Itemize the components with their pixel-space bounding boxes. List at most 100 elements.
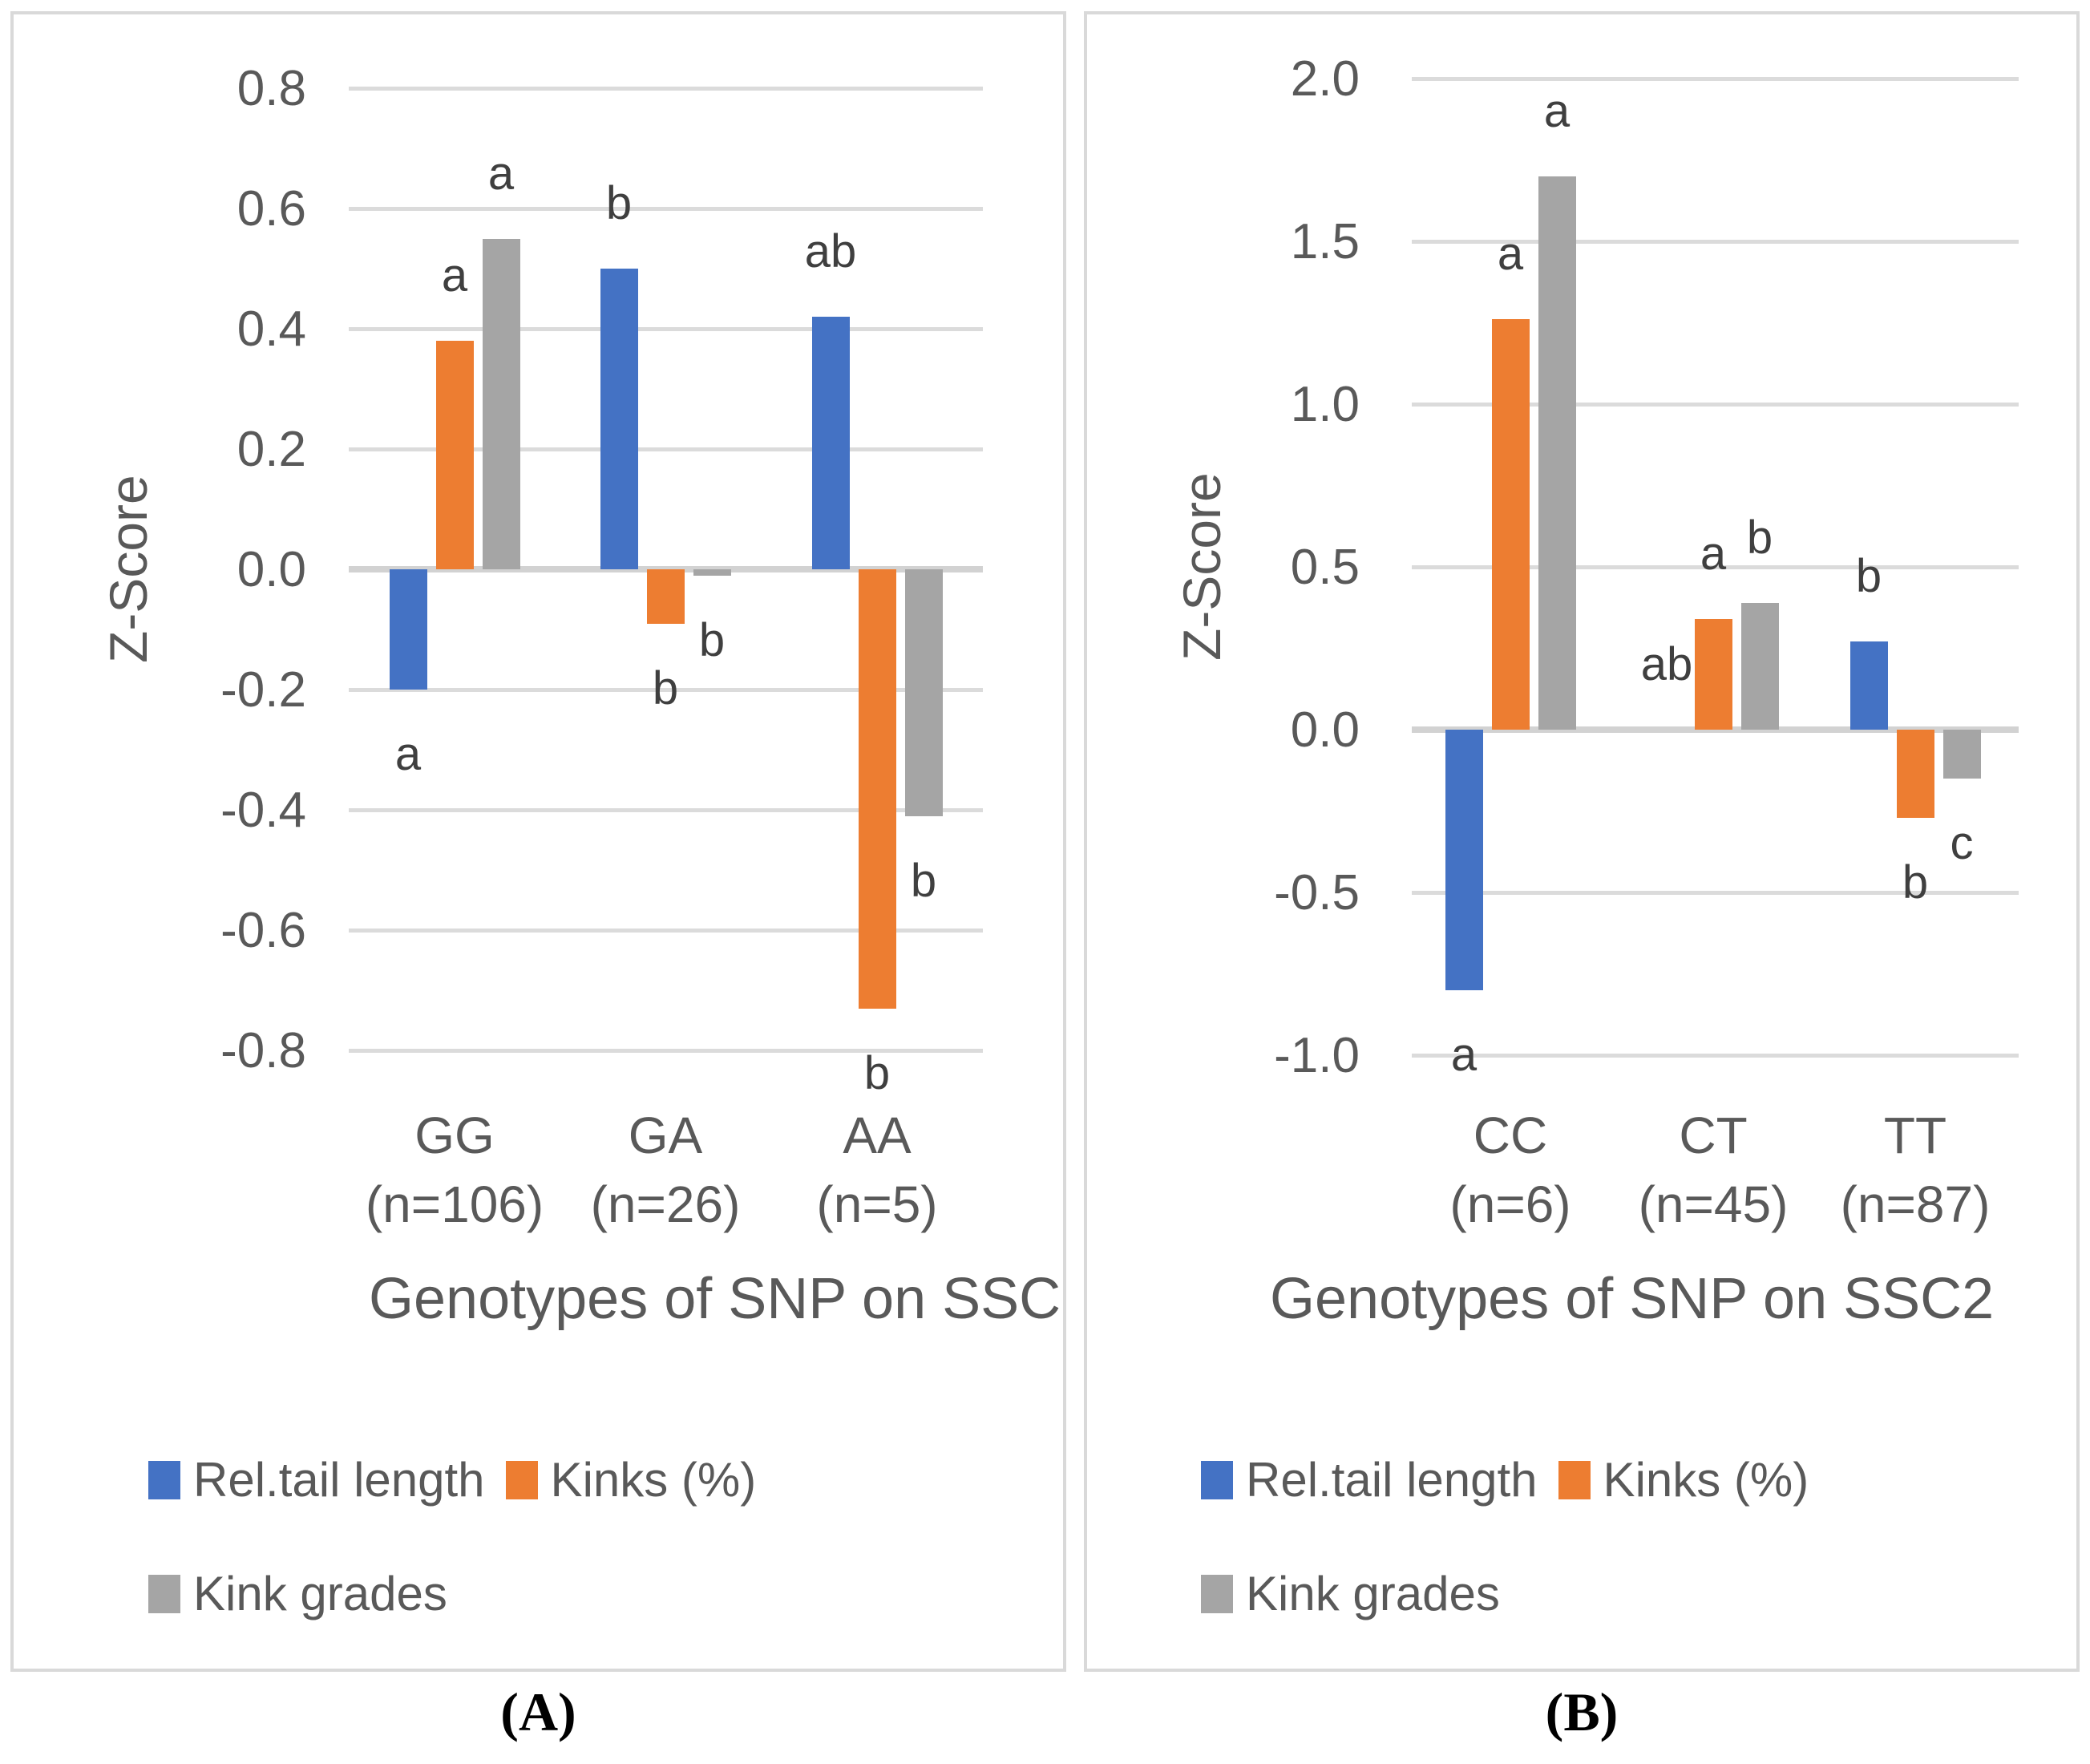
sample-size-label: (n=87): [1840, 1175, 1991, 1233]
significance-letter: a: [1497, 228, 1524, 281]
zero-gridline: [1412, 726, 2019, 733]
y-axis-title: Z-Score: [99, 475, 158, 664]
y-axis-tick-label: 2.0: [1290, 51, 1360, 107]
legend-item: Kink grades: [148, 1570, 447, 1618]
gridline: [1412, 403, 2019, 407]
y-axis-tick-label: 0.0: [1290, 702, 1360, 758]
legend-swatch-orange: [1558, 1461, 1591, 1499]
significance-letter: c: [1950, 816, 1974, 869]
gridline: [1412, 1054, 2019, 1058]
category-label: CT: [1679, 1107, 1748, 1164]
legend-swatch-orange: [505, 1461, 538, 1499]
bar-rel-tail-length: [600, 269, 638, 569]
significance-letter: a: [487, 147, 515, 200]
legend-item: Kinks (%): [1558, 1456, 1809, 1504]
legend-item: Rel.tail length: [1201, 1456, 1538, 1504]
bar-kink-grades: [482, 238, 520, 569]
legend-label: Rel.tail length: [1246, 1453, 1538, 1507]
bar-rel-tail-length: [389, 569, 427, 690]
y-axis-tick-label: -1.0: [1274, 1028, 1360, 1083]
y-axis-tick-label: -0.5: [1274, 865, 1360, 920]
legend-item: Kinks (%): [505, 1453, 757, 1507]
bar-kinks: [1694, 618, 1732, 730]
chart-panel-b: 2.0 1.5 1.0 0.5 0.0 -0.5 -1.0 a ab b a a b a b c CC (n=6)…: [1084, 11, 2080, 1672]
gridline: [1412, 565, 2019, 569]
y-axis-tick-label: 1.5: [1290, 214, 1360, 269]
y-axis-tick-label: -0.2: [220, 662, 306, 718]
y-axis-tick-label: 0.8: [236, 61, 306, 116]
legend-item: Rel.tail length: [148, 1456, 485, 1504]
gridline: [1412, 891, 2019, 895]
y-axis-tick-label: 0.0: [236, 542, 306, 597]
legend-label: Rel.tail length: [193, 1453, 485, 1507]
legend-row-2: Kink grades: [1201, 1570, 1500, 1618]
x-axis-title: Genotypes of SNP on SSC2: [1270, 1267, 1995, 1331]
legend-swatch-blue: [1201, 1461, 1233, 1499]
category-label: AA: [843, 1107, 912, 1164]
legend-swatch-gray: [148, 1575, 180, 1613]
bar-kink-grades: [904, 569, 943, 816]
bar-rel-tail-length: [811, 317, 850, 569]
significance-letter: b: [1855, 550, 1882, 603]
category-label: TT: [1883, 1107, 1947, 1164]
sample-size-label: (n=5): [816, 1175, 938, 1233]
gridline: [349, 447, 983, 451]
category-label: CC: [1473, 1107, 1548, 1164]
gridline: [349, 929, 983, 933]
bar-kink-grades: [1740, 602, 1779, 730]
significance-letter: b: [1746, 511, 1773, 564]
sample-size-label: (n=45): [1638, 1175, 1789, 1233]
significance-letter: a: [1450, 1028, 1478, 1081]
sample-size-label: (n=106): [365, 1175, 544, 1233]
gridline: [349, 87, 983, 91]
significance-letter: b: [605, 177, 633, 229]
y-axis-tick-label: 0.2: [236, 422, 306, 477]
bar-kinks: [646, 569, 685, 624]
legend-row-1: Rel.tail length Kinks (%): [148, 1456, 756, 1504]
significance-letter: b: [910, 854, 937, 907]
y-axis-tick-label: 1.0: [1290, 377, 1360, 432]
category-label: GG: [414, 1107, 495, 1164]
gridline: [1412, 77, 2019, 81]
y-axis-tick-label: 0.6: [236, 181, 306, 237]
bar-rel-tail-length: [1445, 730, 1483, 990]
significance-letter: b: [698, 613, 726, 666]
chart-panel-a: 0.8 0.6 0.4 0.2 0.0 -0.2 -0.4 -0.6 -0.8 a b ab a b b a b…: [10, 11, 1066, 1672]
legend-swatch-gray: [1201, 1575, 1233, 1613]
y-axis-tick-label: -0.4: [220, 783, 306, 838]
legend-label: Kinks (%): [1603, 1453, 1809, 1507]
significance-letter: b: [1902, 856, 1929, 908]
significance-letter: a: [1543, 84, 1571, 137]
significance-letter: a: [441, 249, 468, 301]
significance-letter: ab: [1640, 638, 1693, 690]
sample-size-label: (n=26): [590, 1175, 741, 1233]
legend-label: Kink grades: [193, 1567, 447, 1620]
bar-kink-grades: [693, 569, 731, 576]
legend-item: Kink grades: [1201, 1570, 1500, 1618]
legend-label: Kinks (%): [550, 1453, 757, 1507]
gridline: [349, 688, 983, 692]
bar-kinks: [1491, 319, 1530, 730]
legend-swatch-blue: [148, 1461, 180, 1499]
significance-letter: a: [394, 728, 422, 780]
y-axis-tick-label: 0.5: [1290, 540, 1360, 595]
gridline: [349, 207, 983, 211]
bar-kinks: [858, 569, 896, 1009]
panel-b-caption: (B): [1545, 1681, 1619, 1742]
x-axis-title: Genotypes of SNP on SSC: [369, 1267, 1061, 1331]
y-axis-tick-label: -0.6: [220, 903, 306, 958]
gridline: [349, 327, 983, 331]
significance-letter: ab: [804, 225, 857, 277]
bar-kinks: [1896, 730, 1934, 818]
significance-letter: a: [1700, 527, 1727, 580]
y-axis-tick-label: 0.4: [236, 301, 306, 357]
bar-kink-grades: [1538, 176, 1576, 730]
bar-kink-grades: [1942, 730, 1981, 779]
bar-kinks: [435, 341, 474, 569]
gridline: [349, 808, 983, 812]
bar-rel-tail-length: [1849, 641, 1888, 730]
category-label: GA: [628, 1107, 703, 1164]
legend-label: Kink grades: [1246, 1567, 1500, 1620]
y-axis-title: Z-Score: [1172, 472, 1231, 662]
